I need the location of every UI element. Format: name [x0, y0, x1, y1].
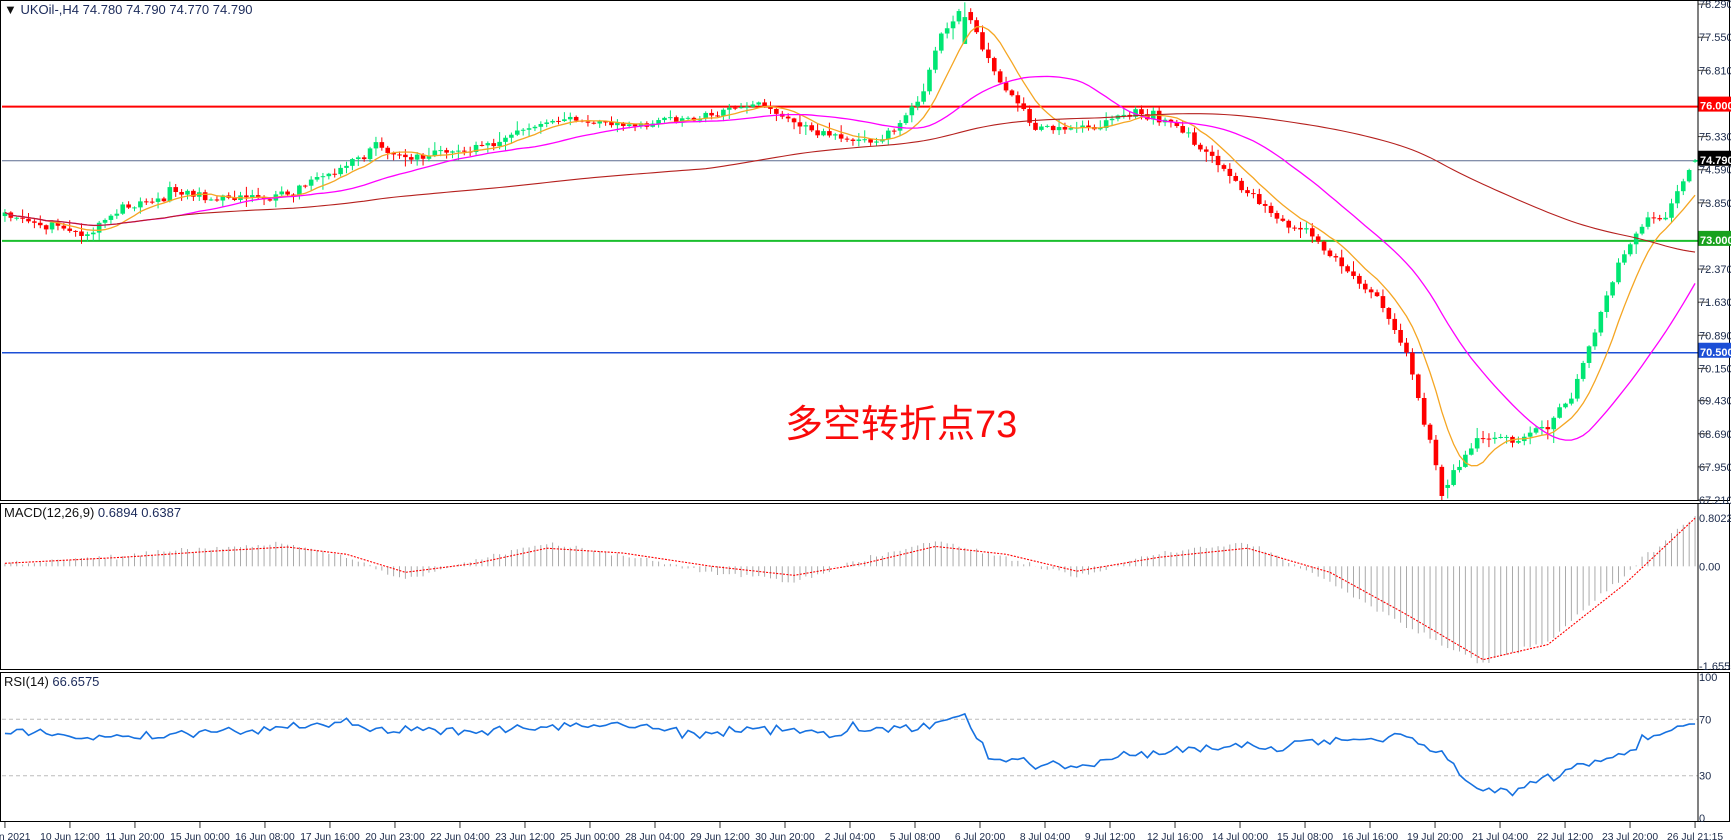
- svg-text:6 Jul 20:00: 6 Jul 20:00: [955, 832, 1006, 840]
- svg-text:22 Jun 04:00: 22 Jun 04:00: [430, 832, 490, 840]
- svg-text:78.290: 78.290: [1699, 0, 1731, 11]
- svg-text:74.790: 74.790: [1700, 155, 1731, 167]
- svg-text:26 Jul 21:15: 26 Jul 21:15: [1667, 832, 1723, 840]
- svg-text:22 Jul 12:00: 22 Jul 12:00: [1537, 832, 1593, 840]
- svg-text:19 Jul 20:00: 19 Jul 20:00: [1407, 832, 1463, 840]
- svg-text:30: 30: [1699, 771, 1711, 783]
- svg-text:12 Jul 16:00: 12 Jul 16:00: [1147, 832, 1203, 840]
- svg-text:77.550: 77.550: [1699, 32, 1731, 44]
- svg-text:9 Jun 2021: 9 Jun 2021: [0, 832, 31, 840]
- svg-text:23 Jun 12:00: 23 Jun 12:00: [495, 832, 555, 840]
- svg-text:15 Jun 00:00: 15 Jun 00:00: [170, 832, 230, 840]
- svg-text:73.000: 73.000: [1700, 235, 1731, 247]
- svg-text:72.370: 72.370: [1699, 264, 1731, 276]
- svg-text:16 Jul 16:00: 16 Jul 16:00: [1342, 832, 1398, 840]
- svg-text:16 Jun 08:00: 16 Jun 08:00: [235, 832, 295, 840]
- svg-text:71.630: 71.630: [1699, 297, 1731, 309]
- svg-text:5 Jul 08:00: 5 Jul 08:00: [890, 832, 941, 840]
- svg-text:76.810: 76.810: [1699, 65, 1731, 77]
- svg-text:15 Jul 08:00: 15 Jul 08:00: [1277, 832, 1333, 840]
- svg-text:14 Jul 00:00: 14 Jul 00:00: [1212, 832, 1268, 840]
- svg-text:0.8022: 0.8022: [1699, 513, 1731, 525]
- svg-text:67.210: 67.210: [1699, 495, 1731, 507]
- svg-text:21 Jul 04:00: 21 Jul 04:00: [1472, 832, 1528, 840]
- svg-text:70: 70: [1699, 714, 1711, 726]
- svg-text:100: 100: [1699, 672, 1717, 684]
- svg-text:67.950: 67.950: [1699, 462, 1731, 474]
- svg-text:29 Jun 12:00: 29 Jun 12:00: [690, 832, 750, 840]
- svg-text:28 Jun 04:00: 28 Jun 04:00: [625, 832, 685, 840]
- svg-text:23 Jul 20:00: 23 Jul 20:00: [1602, 832, 1658, 840]
- svg-text:9 Jul 12:00: 9 Jul 12:00: [1085, 832, 1136, 840]
- svg-text:73.850: 73.850: [1699, 198, 1731, 210]
- svg-text:20 Jun 23:00: 20 Jun 23:00: [365, 832, 425, 840]
- svg-text:0.00: 0.00: [1699, 561, 1720, 573]
- svg-text:0: 0: [1699, 813, 1705, 825]
- svg-text:70.500: 70.500: [1700, 347, 1731, 359]
- svg-text:68.690: 68.690: [1699, 429, 1731, 441]
- svg-text:25 Jun 00:00: 25 Jun 00:00: [560, 832, 620, 840]
- svg-text:11 Jun 20:00: 11 Jun 20:00: [106, 832, 165, 840]
- svg-text:69.430: 69.430: [1699, 396, 1731, 408]
- svg-text:70.150: 70.150: [1699, 363, 1731, 375]
- svg-text:76.000: 76.000: [1700, 101, 1731, 113]
- svg-text:8 Jul 04:00: 8 Jul 04:00: [1020, 832, 1071, 840]
- svg-text:70.890: 70.890: [1699, 330, 1731, 342]
- svg-text:30 Jun 20:00: 30 Jun 20:00: [755, 832, 815, 840]
- svg-text:75.330: 75.330: [1699, 132, 1731, 144]
- svg-text:17 Jun 16:00: 17 Jun 16:00: [300, 832, 360, 840]
- svg-text:10 Jun 12:00: 10 Jun 12:00: [40, 832, 100, 840]
- svg-text:2 Jul 04:00: 2 Jul 04:00: [825, 832, 876, 840]
